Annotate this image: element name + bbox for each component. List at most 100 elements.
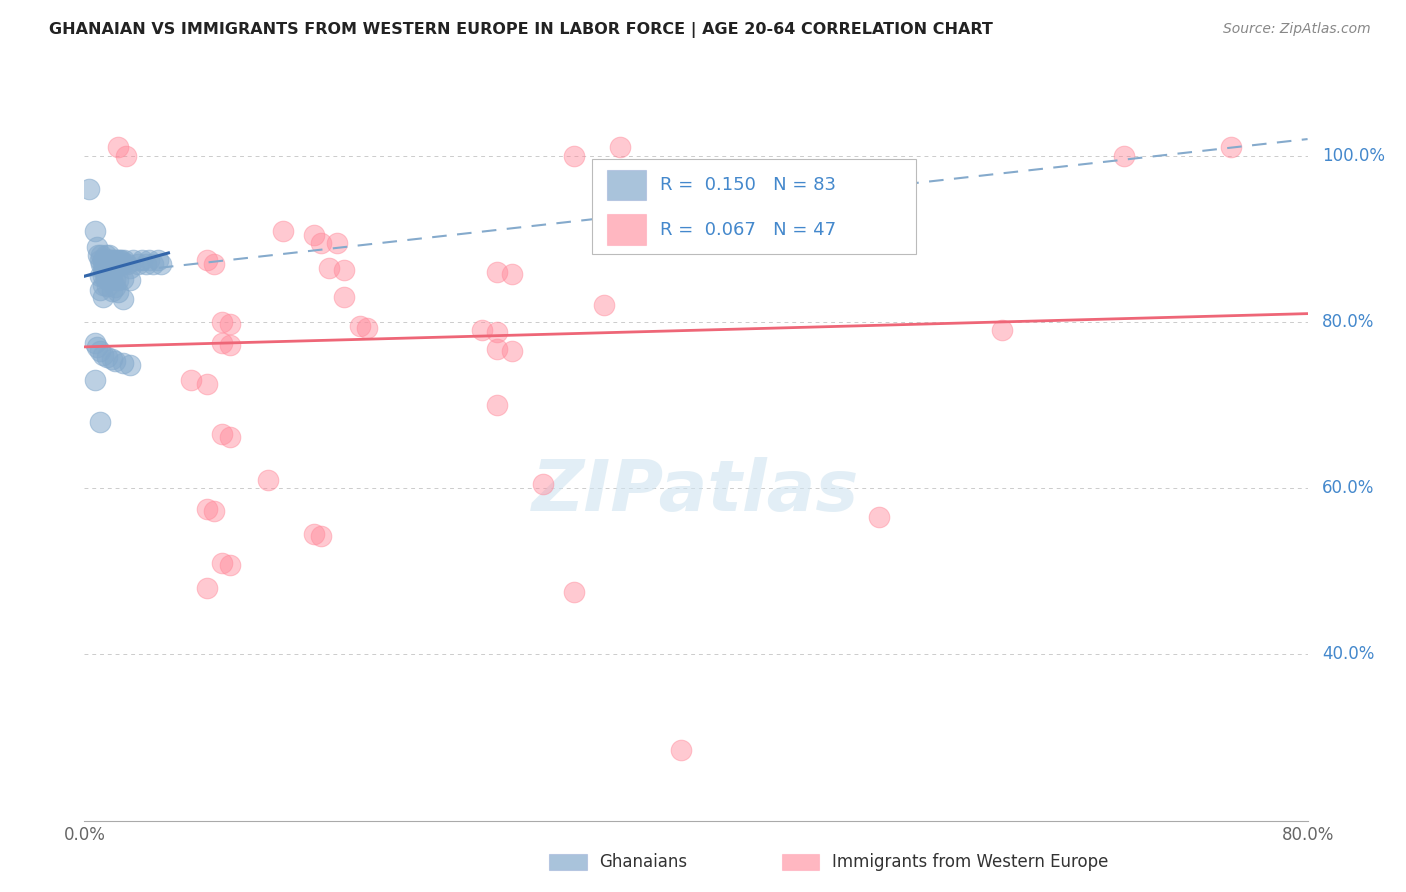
Point	[471, 323, 494, 337]
Point	[1220, 140, 1243, 154]
FancyBboxPatch shape	[592, 159, 917, 253]
Point	[104, 280, 127, 294]
Point	[302, 227, 325, 242]
Point	[211, 556, 233, 570]
Point	[111, 271, 134, 285]
Point	[311, 529, 333, 543]
Point	[96, 350, 118, 364]
Point	[104, 260, 127, 275]
Point	[86, 240, 108, 254]
Point	[131, 252, 153, 267]
Point	[105, 257, 128, 271]
Point	[991, 323, 1014, 337]
Point	[180, 373, 202, 387]
Point	[486, 265, 509, 279]
Point	[97, 271, 120, 285]
Point	[101, 252, 124, 267]
Point	[98, 271, 121, 285]
Point	[1114, 149, 1136, 163]
Point	[257, 473, 280, 487]
Text: Immigrants from Western Europe: Immigrants from Western Europe	[831, 854, 1108, 871]
Point	[562, 149, 585, 163]
Text: 80.0%: 80.0%	[1322, 313, 1375, 331]
Point	[101, 284, 124, 298]
Point	[105, 252, 128, 267]
Point	[89, 415, 111, 429]
Point	[218, 338, 240, 352]
Point	[869, 510, 891, 524]
Point	[593, 298, 616, 312]
Point	[349, 319, 371, 334]
Text: 60.0%: 60.0%	[1322, 479, 1375, 497]
Point	[97, 273, 120, 287]
Point	[120, 358, 142, 372]
Point	[91, 290, 114, 304]
Point	[96, 269, 118, 284]
Point	[97, 252, 120, 267]
Point	[122, 252, 145, 267]
Bar	[606, 169, 645, 201]
Point	[97, 248, 120, 262]
Point	[356, 320, 378, 334]
Point	[104, 257, 127, 271]
Point	[486, 325, 509, 339]
Point	[96, 265, 118, 279]
Point	[84, 335, 107, 350]
Point	[96, 279, 118, 293]
Point	[120, 260, 142, 275]
Text: 100.0%: 100.0%	[1322, 146, 1385, 165]
Point	[90, 257, 112, 271]
Point	[91, 277, 114, 292]
Point	[211, 427, 233, 442]
Point	[97, 257, 120, 271]
Point	[111, 292, 134, 306]
Text: 40.0%: 40.0%	[1322, 646, 1375, 664]
Point	[112, 252, 135, 267]
Text: R =  0.067   N = 47: R = 0.067 N = 47	[661, 220, 837, 239]
Point	[302, 527, 325, 541]
Point	[101, 273, 124, 287]
Point	[90, 248, 112, 262]
Point	[91, 269, 114, 284]
Point	[93, 265, 115, 279]
Point	[325, 235, 347, 250]
Point	[98, 260, 121, 275]
Point	[115, 257, 138, 271]
Point	[211, 315, 233, 329]
Point	[97, 260, 120, 275]
Point	[103, 260, 125, 275]
Point	[96, 252, 118, 267]
Point	[486, 342, 509, 356]
Point	[195, 581, 218, 595]
Bar	[782, 855, 820, 871]
Text: R =  0.150   N = 83: R = 0.150 N = 83	[661, 176, 837, 194]
Point	[104, 271, 127, 285]
Point	[218, 317, 240, 331]
Point	[96, 257, 118, 271]
Point	[107, 252, 129, 267]
Point	[93, 257, 115, 271]
Point	[271, 223, 294, 237]
Point	[609, 140, 631, 154]
Point	[104, 354, 127, 368]
Point	[107, 273, 129, 287]
Point	[107, 285, 129, 299]
Point	[94, 252, 117, 267]
Point	[333, 290, 356, 304]
Point	[120, 273, 142, 287]
Point	[108, 252, 131, 267]
Point	[89, 269, 111, 284]
Point	[202, 257, 225, 271]
Point	[311, 235, 333, 250]
Point	[111, 257, 134, 271]
Point	[135, 257, 157, 271]
Point	[318, 260, 340, 275]
Text: GHANAIAN VS IMMIGRANTS FROM WESTERN EUROPE IN LABOR FORCE | AGE 20-64 CORRELATIO: GHANAIAN VS IMMIGRANTS FROM WESTERN EURO…	[49, 22, 993, 38]
Point	[127, 257, 149, 271]
Point	[531, 477, 554, 491]
Point	[138, 252, 160, 267]
Bar	[606, 214, 645, 245]
Point	[218, 430, 240, 444]
Point	[149, 257, 172, 271]
Point	[104, 252, 127, 267]
